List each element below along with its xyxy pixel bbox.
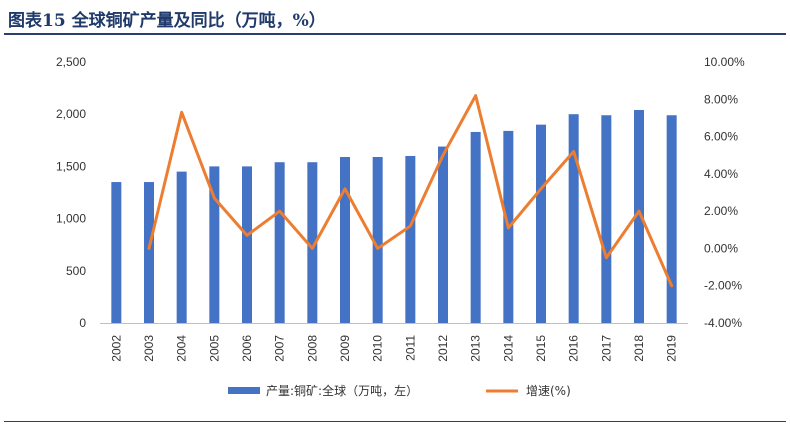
production-bar — [536, 124, 546, 323]
x-axis-year-label: 2006 — [240, 335, 254, 362]
growth-line — [147, 94, 674, 288]
production-bar — [274, 162, 285, 323]
left-axis-tick-label: 500 — [66, 264, 86, 278]
left-axis-tick-label: 1,500 — [56, 159, 86, 173]
right-axis-tick-label: -2.00% — [704, 279, 742, 293]
production-bar — [209, 166, 220, 323]
x-axis-year-label: 2018 — [632, 335, 646, 362]
x-axis-year-label: 2005 — [207, 335, 221, 362]
right-axis-tick-label: 2.00% — [704, 204, 738, 218]
legend-bar-swatch — [228, 387, 260, 394]
left-axis-tick-label: 0 — [79, 316, 86, 330]
left-axis-tick-label: 2,500 — [56, 55, 86, 69]
x-axis-year-label: 2007 — [273, 335, 287, 362]
production-bar — [601, 115, 612, 323]
x-axis-labels: 2002 2003 2004 2005 2006 2007 2008 2009 2010 2011… — [109, 335, 678, 362]
production-bar — [372, 157, 383, 323]
x-axis-year-label: 2016 — [567, 335, 581, 362]
right-axis-tick-label: 10.00% — [704, 55, 745, 69]
production-bar — [176, 171, 187, 323]
production-bar — [568, 114, 579, 323]
right-axis-tick-label: -4.00% — [704, 316, 742, 330]
x-axis-year-label: 2012 — [436, 335, 450, 362]
right-axis-tick-label: 6.00% — [704, 130, 738, 144]
x-axis-year-label: 2003 — [142, 335, 156, 362]
production-bars — [111, 110, 677, 323]
production-bar — [144, 182, 154, 323]
left-axis-tick-label: 1,000 — [56, 212, 86, 226]
production-bar — [242, 166, 252, 323]
right-axis-tick-label: 0.00% — [704, 241, 738, 255]
production-bar — [340, 157, 350, 323]
x-axis-year-label: 2009 — [338, 335, 352, 362]
right-y-axis: -4.00% -2.00% 0.00% 2.00% 4.00% 6.00% 8.00% 10.… — [704, 55, 745, 330]
right-axis-tick-label: 8.00% — [704, 92, 738, 106]
x-axis-year-label: 2013 — [469, 335, 483, 362]
x-axis-year-label: 2002 — [109, 335, 123, 362]
left-y-axis: 0 500 1,000 1,500 2,000 2,500 — [56, 55, 86, 330]
figure-title: 图表15 全球铜矿产量及同比（万吨，%） — [8, 11, 326, 31]
production-bar — [307, 162, 318, 323]
x-axis-year-label: 2011 — [403, 335, 417, 361]
production-bar — [405, 155, 416, 323]
growth-line-series — [147, 94, 674, 288]
legend-bar-label: 产量:铜矿:全球（万吨，左） — [266, 383, 418, 398]
x-axis-year-label: 2008 — [305, 335, 319, 362]
x-axis-year-label: 2014 — [501, 335, 515, 362]
x-axis-year-label: 2004 — [175, 335, 189, 362]
title-divider — [4, 33, 786, 35]
production-bar — [634, 110, 644, 323]
legend-line-label: 增速(%) — [526, 384, 571, 398]
bottom-divider — [4, 421, 786, 422]
x-axis-year-label: 2010 — [371, 335, 385, 362]
x-axis-year-label: 2015 — [534, 335, 548, 362]
production-bar — [111, 182, 122, 323]
x-axis-year-label: 2017 — [599, 335, 613, 362]
production-bar — [470, 131, 481, 323]
production-bar — [666, 115, 677, 323]
figure-title-bar: 图表15 全球铜矿产量及同比（万吨，%） — [0, 0, 790, 40]
x-axis-year-label: 2019 — [665, 335, 679, 362]
chart-legend: 产量:铜矿:全球（万吨，左） 增速(%) — [228, 383, 571, 398]
left-axis-tick-label: 2,000 — [56, 107, 86, 121]
production-bar — [438, 146, 448, 323]
right-axis-tick-label: 4.00% — [704, 167, 738, 181]
